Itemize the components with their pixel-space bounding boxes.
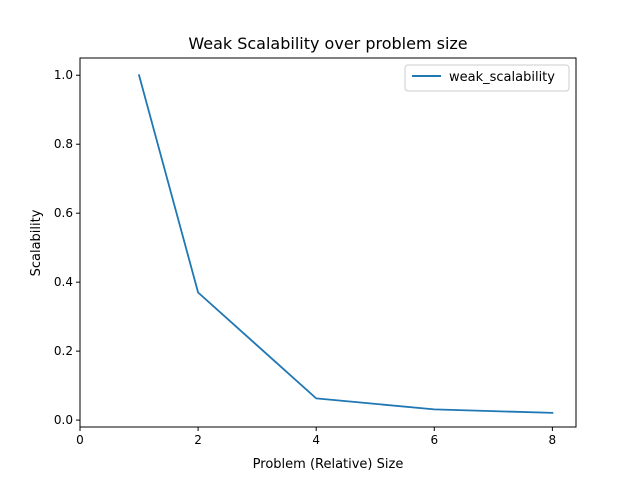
y-axis-label: Scalability [29,209,44,276]
x-axis-label: Problem (Relative) Size [253,457,404,472]
y-tick-label: 0.2 [54,344,73,358]
x-tick-label: 6 [430,433,438,447]
x-tick-label: 8 [549,433,557,447]
y-tick-label: 1.0 [54,68,73,82]
legend: weak_scalability [404,64,570,92]
legend-entry-label: weak_scalability [449,70,555,85]
chart-title: Weak Scalability over problem size [188,34,467,53]
y-tick-label: 0.8 [54,137,73,151]
x-tick-label: 4 [312,433,320,447]
legend-box [404,64,570,92]
x-tick-label: 0 [76,433,84,447]
plot-area: 0 2 4 6 8 0.0 0.2 0.4 0.6 0.8 1.0 [54,57,577,447]
x-tick-label: 2 [194,433,202,447]
plot-frame [79,57,577,428]
y-tick-label: 0.4 [54,275,73,289]
y-tick-label: 0.6 [54,206,73,220]
y-tick-label: 0.0 [54,413,73,427]
series-line-weak-scalability [137,74,554,414]
